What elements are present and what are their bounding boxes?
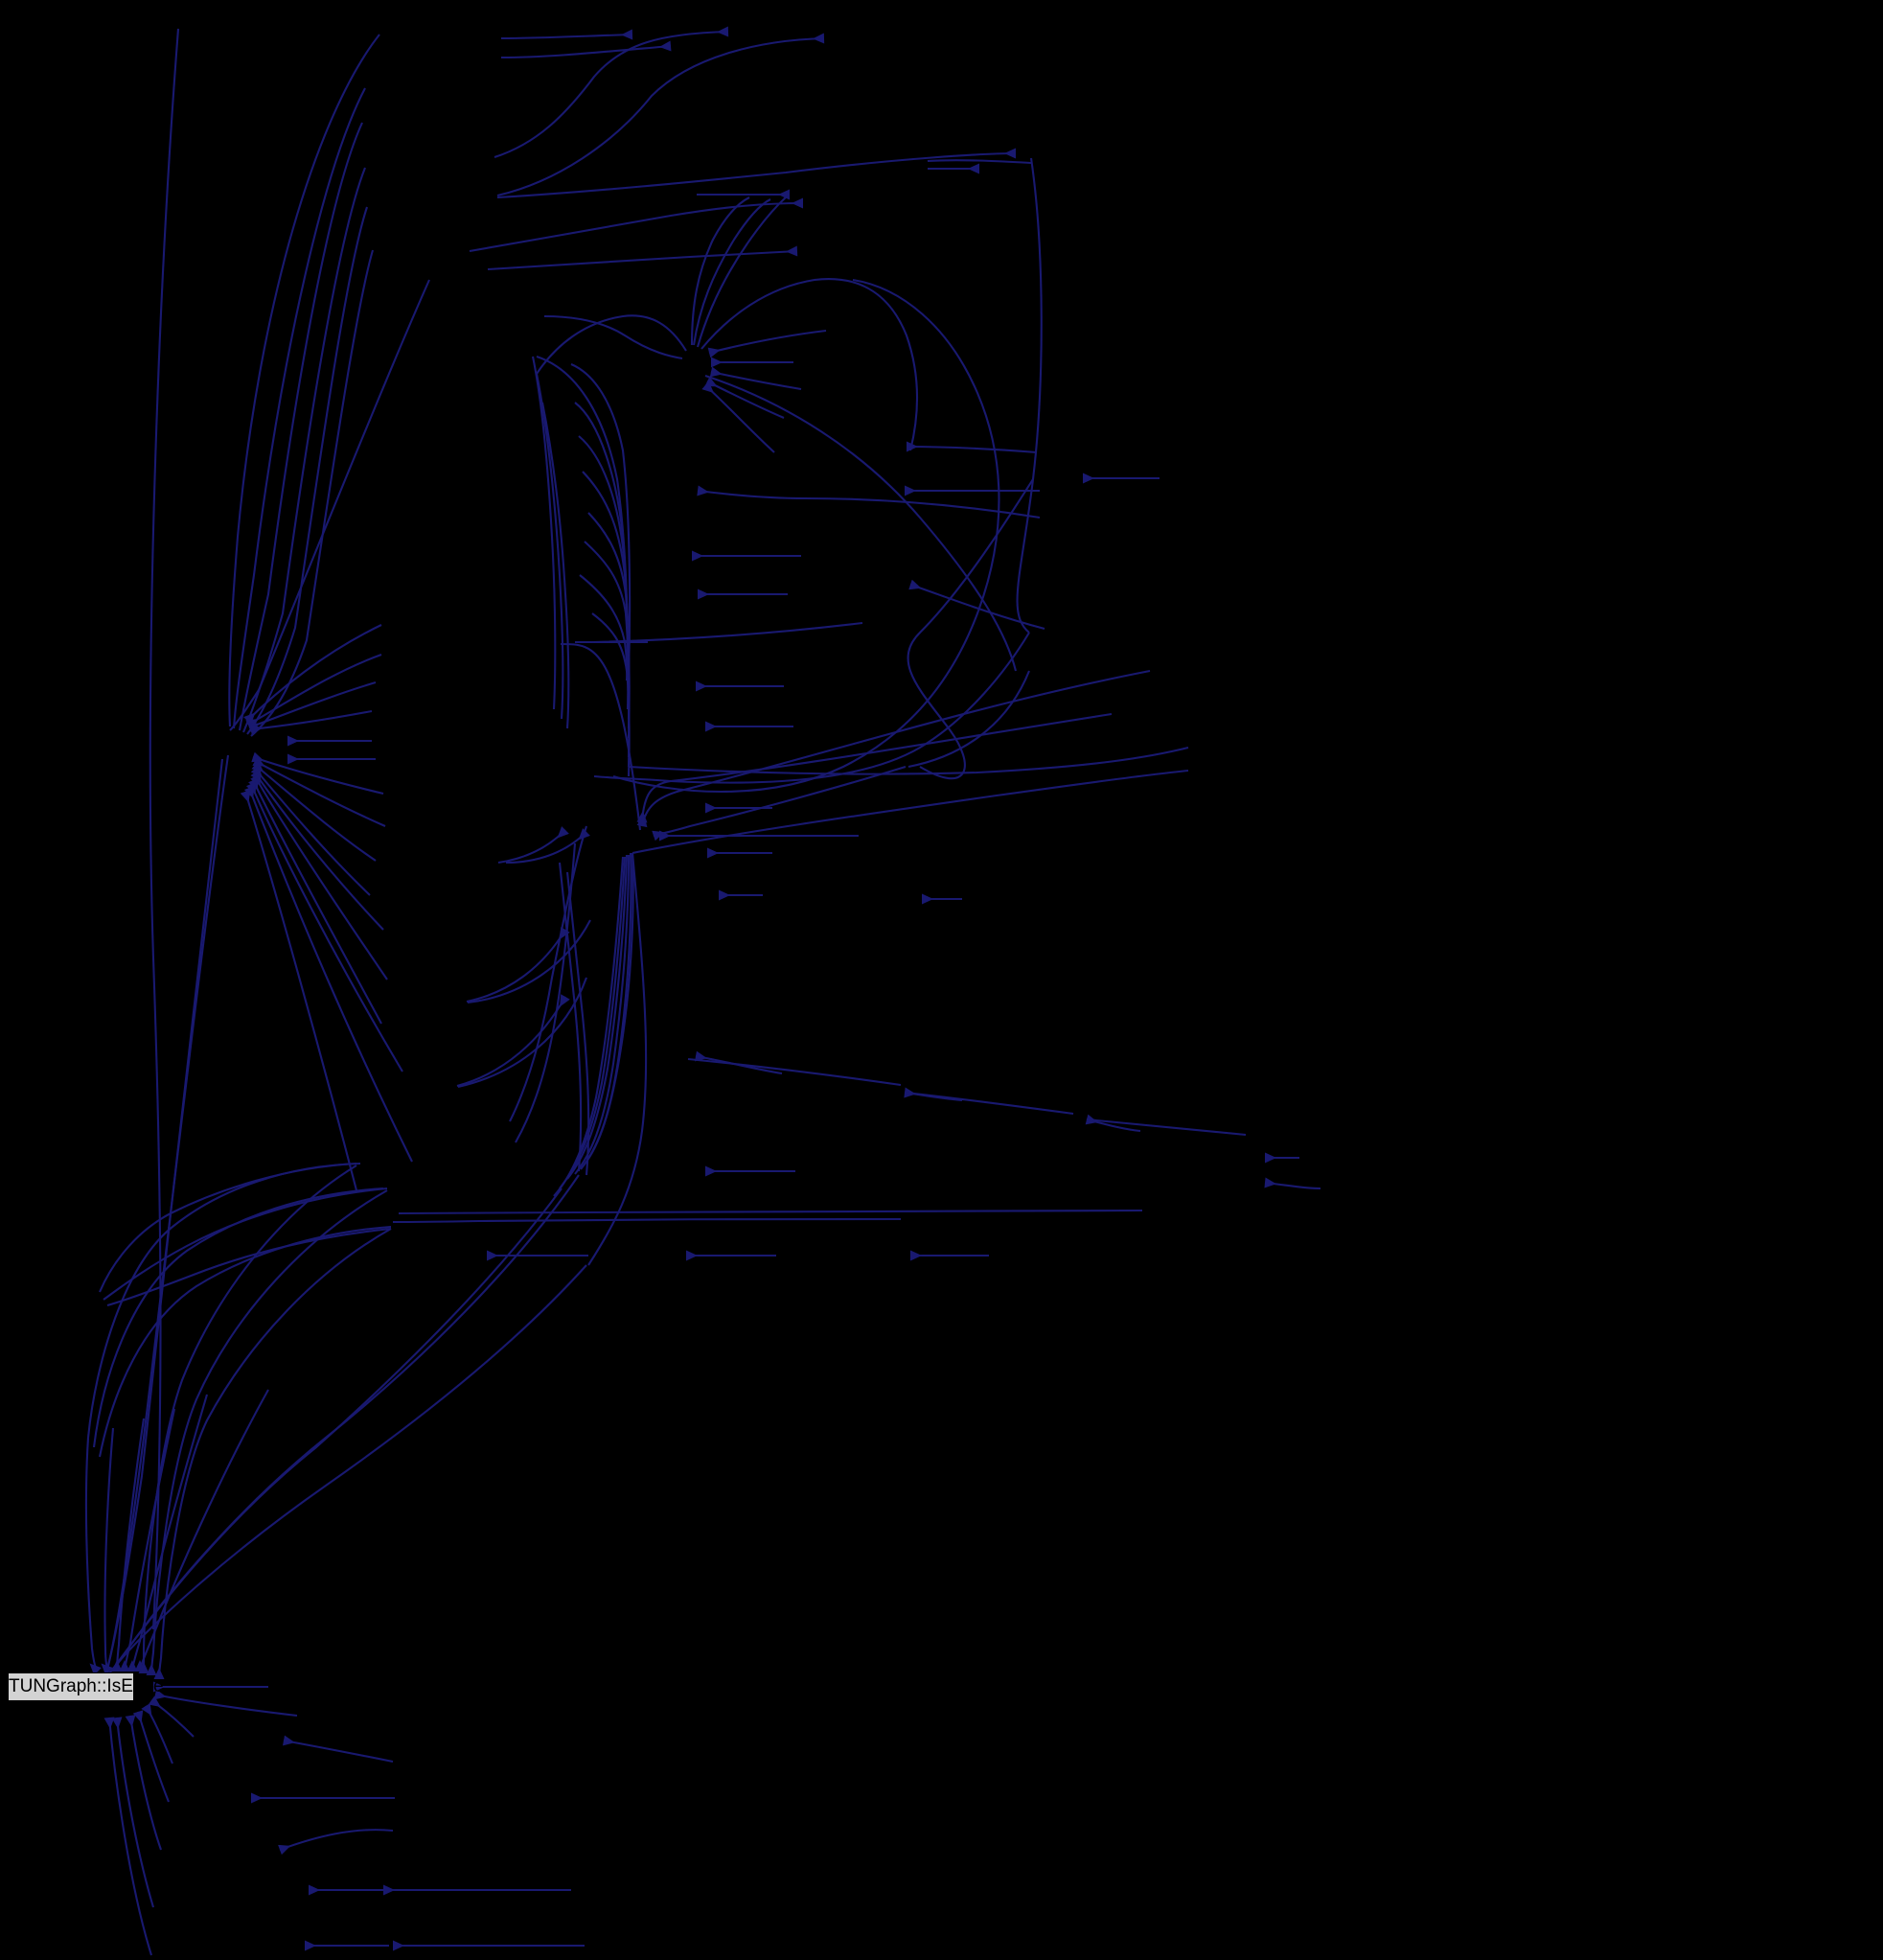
node-tungraph-isedge[interactable]: TUNGraph::IsEdge (8, 1672, 164, 1701)
